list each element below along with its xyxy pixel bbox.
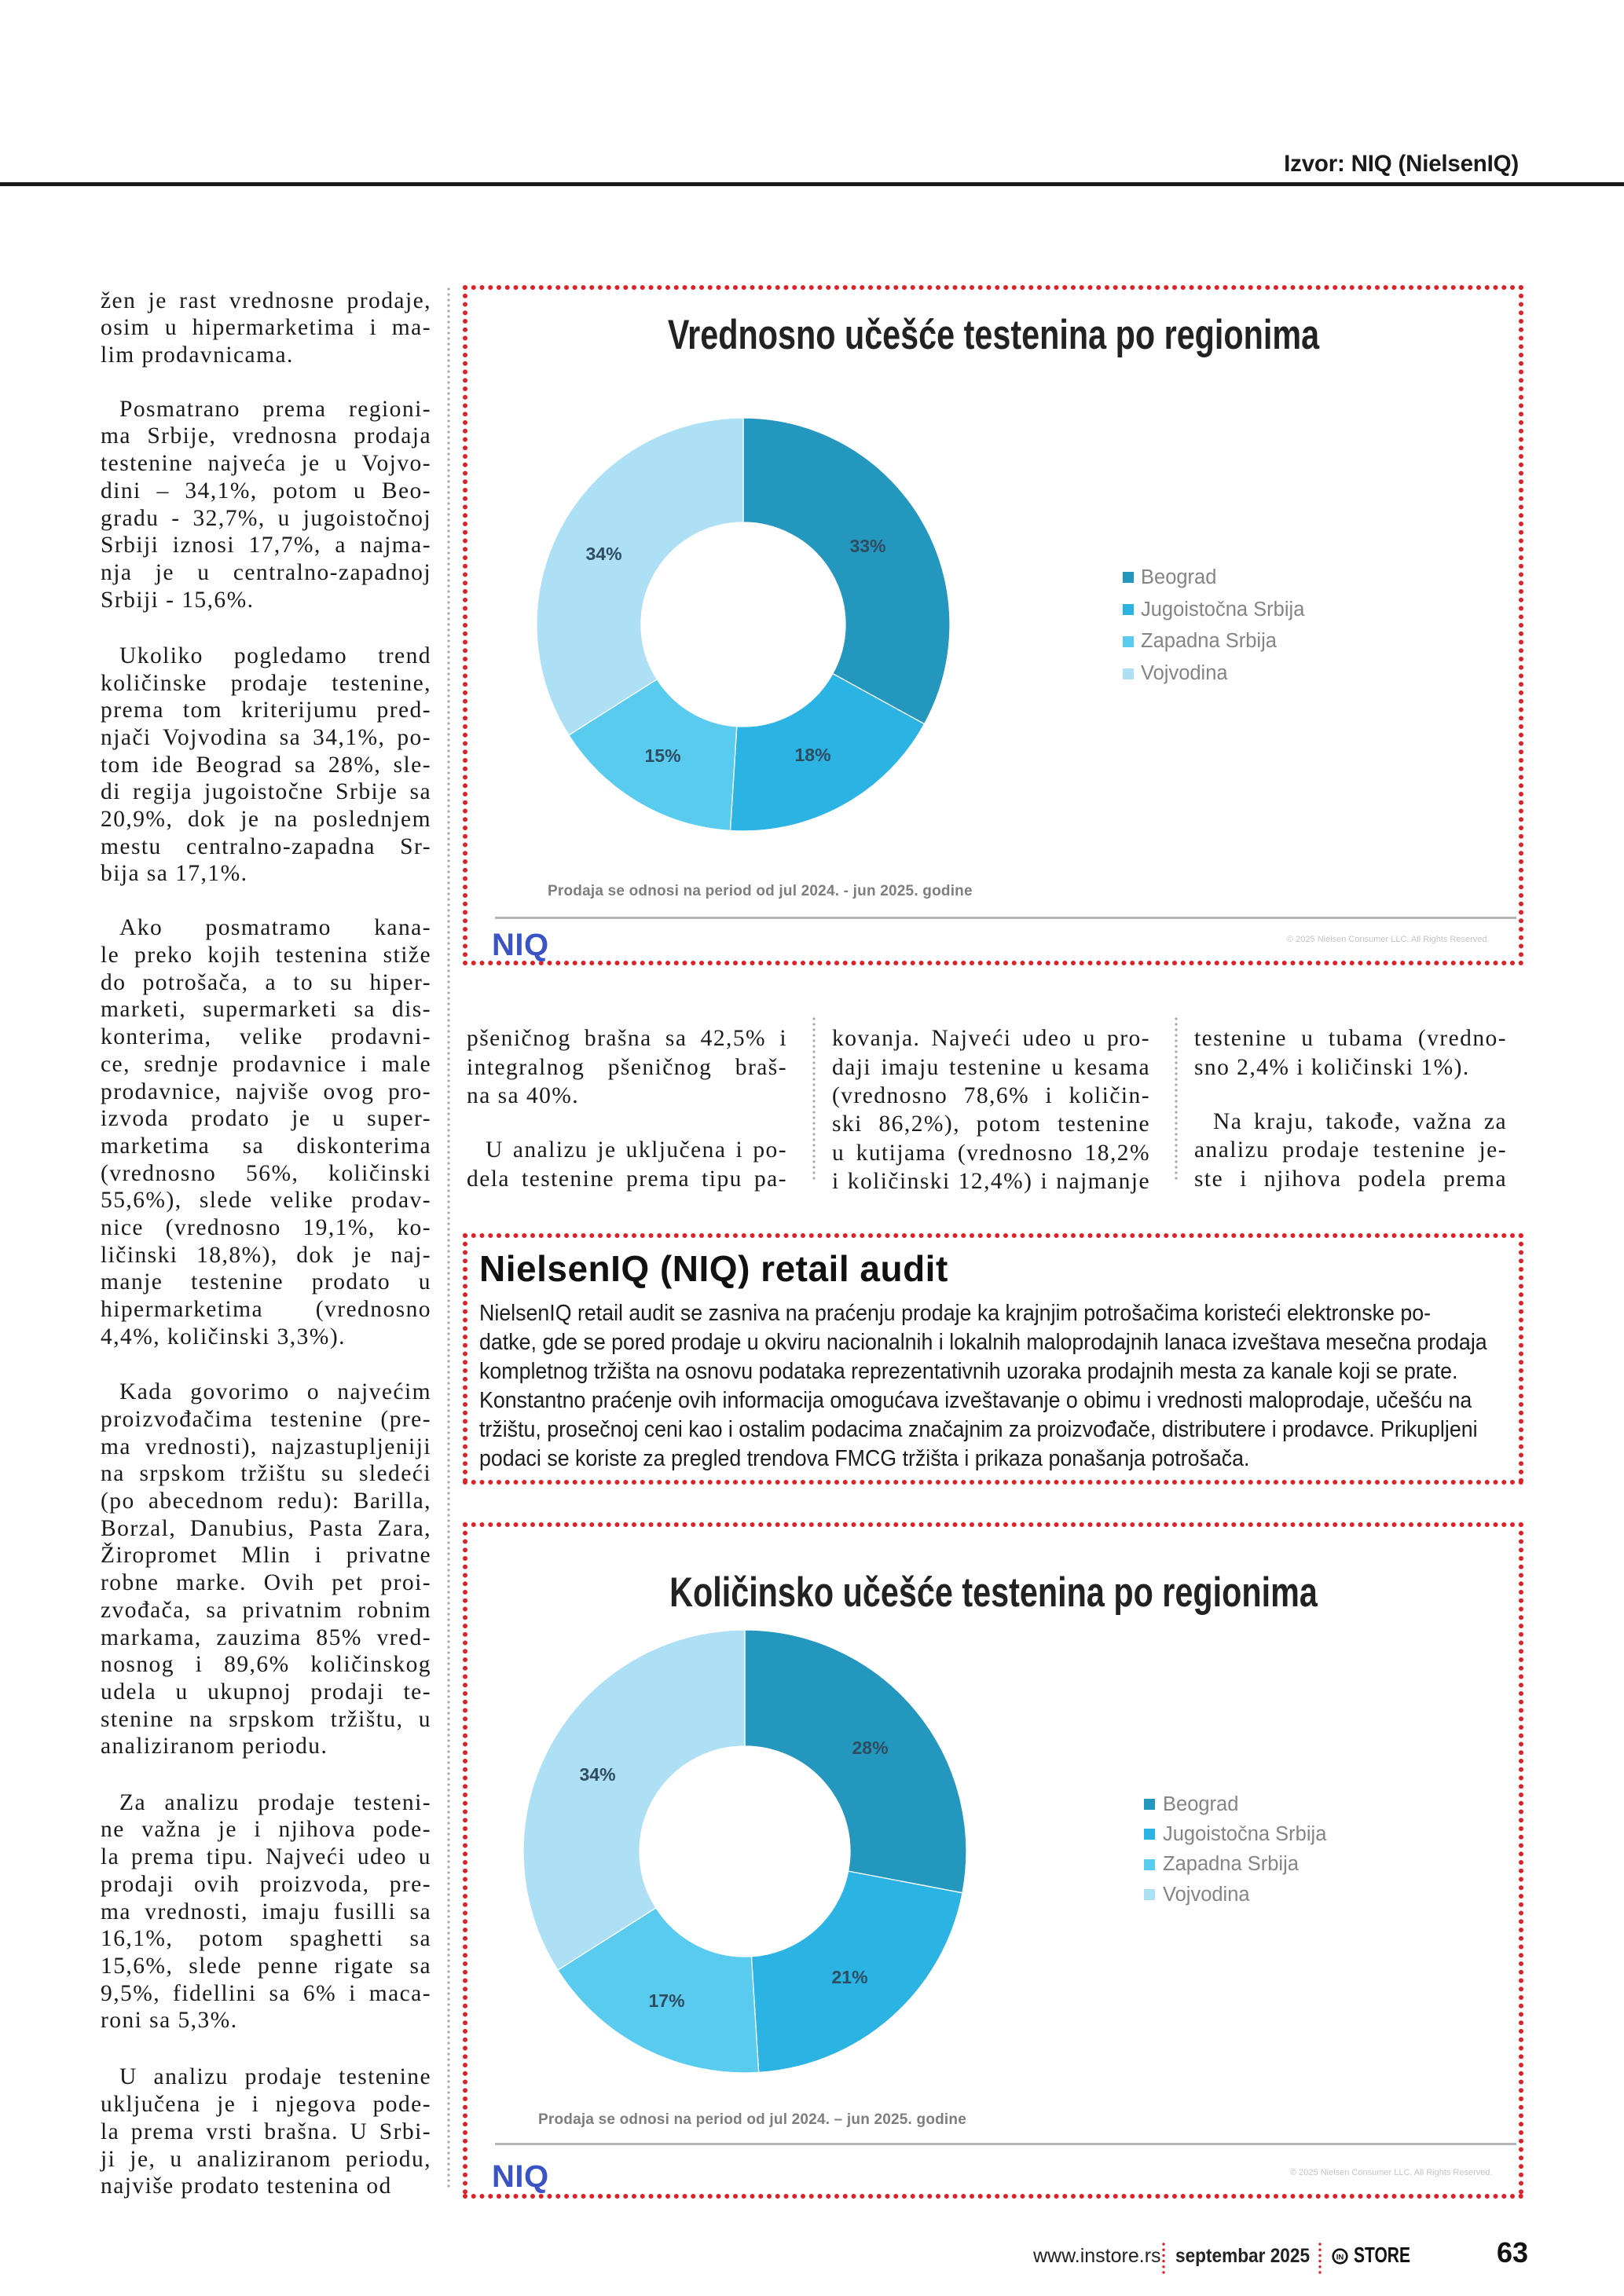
svg-text:IN: IN xyxy=(1336,2254,1344,2262)
